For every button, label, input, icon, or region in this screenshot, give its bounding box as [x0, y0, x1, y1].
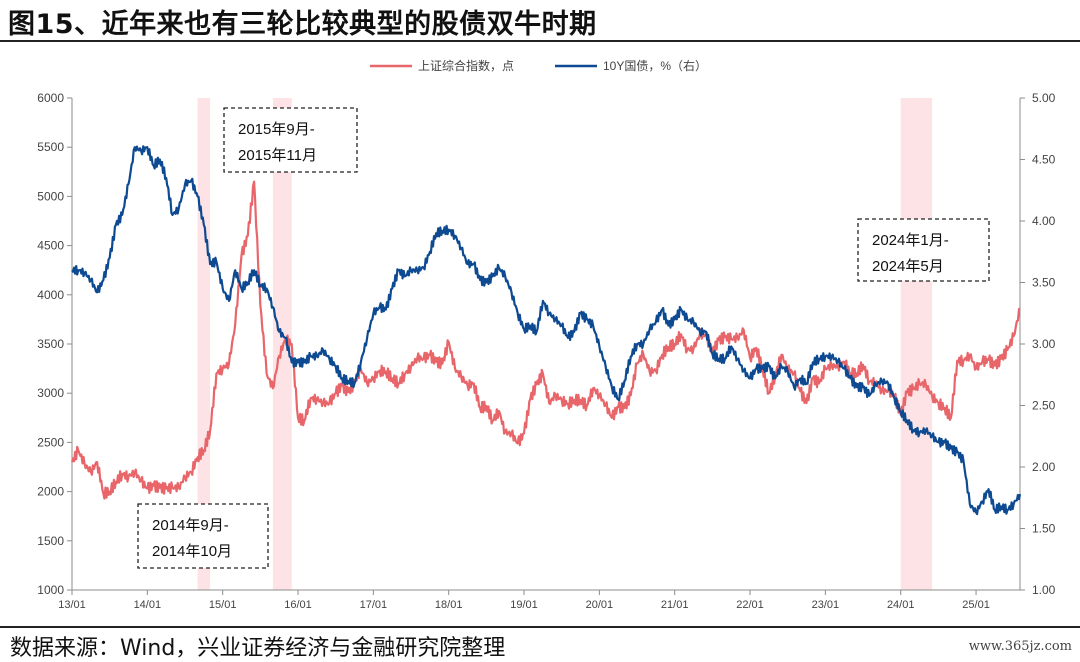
- bond-yield-line: [71, 145, 1022, 516]
- annotation-line: 2014年10月: [152, 543, 232, 560]
- legend-label: 10Y国债，%（右）: [603, 58, 707, 73]
- y-right-tick-label: 3.00: [1032, 337, 1056, 351]
- y-right-tick-label: 4.50: [1032, 153, 1056, 167]
- annotation-line: 2014年9月-: [152, 517, 229, 534]
- chart: 6000 5500 5000 4500 4000 3500 3000 2500 2000 1500…: [37, 58, 1055, 611]
- x-tick-label: 20/01: [586, 599, 614, 611]
- title-rule: [0, 40, 1080, 42]
- y-right-tick-label: 2.00: [1032, 460, 1056, 474]
- y-right-tick-label: 5.00: [1032, 91, 1056, 105]
- annotation-box: [857, 218, 990, 282]
- axes: 6000 5500 5000 4500 4000 3500 3000 2500 2000 1500…: [37, 91, 1055, 611]
- y-left-tick-label: 4000: [37, 288, 64, 302]
- annotation-line: 2024年5月: [872, 258, 944, 275]
- source-note: 数据来源：Wind，兴业证券经济与金融研究院整理: [10, 636, 506, 661]
- page-title: 图15、近年来也有三轮比较典型的股债双牛时期: [8, 9, 597, 40]
- legend-label: 上证综合指数，点: [418, 58, 514, 73]
- annotation-box: [223, 107, 358, 173]
- x-tick-label: 17/01: [360, 599, 388, 611]
- y-left-tick-label: 3500: [37, 337, 64, 351]
- x-tick-label: 24/01: [887, 599, 915, 611]
- y-left-tick-label: 3000: [37, 386, 64, 400]
- y-left-tick-label: 5000: [37, 189, 64, 203]
- y-left-tick-label: 1000: [37, 583, 64, 597]
- x-tick-label: 23/01: [812, 599, 840, 611]
- y-right-tick-label: 1.50: [1032, 522, 1056, 536]
- x-tick-label: 18/01: [435, 599, 463, 611]
- y-left-tick-label: 2500: [37, 435, 64, 449]
- footer-rule: [0, 626, 1080, 628]
- legend: 上证综合指数，点 10Y国债，%（右）: [370, 58, 707, 73]
- annotation-line: 2015年11月: [238, 147, 317, 164]
- x-tick-label: 15/01: [209, 599, 237, 611]
- x-tick-label: 14/01: [134, 599, 162, 611]
- watermark: www.365jz.com: [968, 639, 1072, 654]
- shaded-period: [197, 98, 211, 590]
- y-left-tick-label: 2000: [37, 485, 64, 499]
- x-tick-label: 22/01: [736, 599, 764, 611]
- y-right-tick-label: 1.00: [1032, 583, 1056, 597]
- annotations: 2015年9月- 2015年11月 2024年1月- 2024年5月 2014年9月- 2…: [137, 107, 990, 569]
- series-lines: [70, 145, 1022, 516]
- x-tick-label: 13/01: [58, 599, 86, 611]
- y-left-tick-label: 1500: [37, 534, 64, 548]
- annotation-box: [137, 503, 269, 569]
- annotation-line: 2024年1月-: [872, 232, 949, 249]
- y-left-tick-label: 4500: [37, 239, 64, 253]
- y-left-tick-label: 6000: [37, 91, 64, 105]
- x-tick-label: 19/01: [510, 599, 538, 611]
- x-tick-label: 25/01: [962, 599, 990, 611]
- y-right-tick-label: 2.50: [1032, 399, 1056, 413]
- y-left-tick-label: 5500: [37, 140, 64, 154]
- y-right-tick-label: 3.50: [1032, 276, 1056, 290]
- y-right-tick-label: 4.00: [1032, 214, 1056, 228]
- shaded-period: [900, 98, 933, 590]
- stock-index-line: [70, 180, 1021, 500]
- x-tick-label: 21/01: [661, 599, 689, 611]
- annotation-line: 2015年9月-: [238, 121, 315, 138]
- x-tick-label: 16/01: [284, 599, 312, 611]
